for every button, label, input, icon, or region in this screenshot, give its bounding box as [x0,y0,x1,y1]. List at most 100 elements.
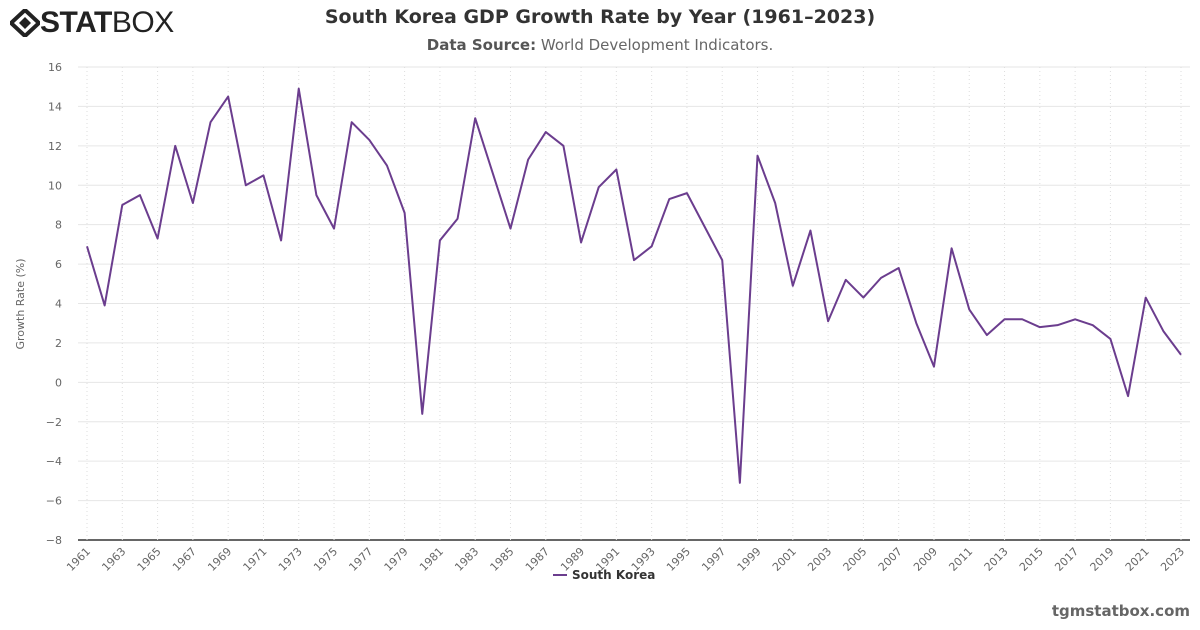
statbox-logo: STAT BOX [10,6,174,40]
x-tick-label: 1981 [417,545,446,574]
data-point[interactable] [1178,352,1184,358]
data-point[interactable] [684,190,690,196]
x-tick-label: 1999 [735,545,764,574]
y-tick-label: 10 [48,179,62,192]
x-tick-label: 1973 [276,545,305,574]
data-point[interactable] [296,86,302,92]
data-point[interactable] [1143,295,1149,301]
data-point[interactable] [1037,324,1043,330]
data-point[interactable] [1160,328,1166,334]
data-point[interactable] [843,277,849,283]
data-point[interactable] [755,153,761,159]
data-point[interactable] [649,243,655,249]
x-tick-label: 1967 [170,545,199,574]
x-tick-label: 1997 [699,545,728,574]
y-tick-label: 2 [55,337,62,350]
x-tick-label: 1995 [664,545,693,574]
x-tick-label: 2015 [1017,545,1046,574]
x-tick-label: 2005 [841,545,870,574]
data-point[interactable] [455,216,461,222]
data-point[interactable] [208,119,214,125]
data-point[interactable] [437,237,443,243]
data-point[interactable] [719,257,725,263]
data-point[interactable] [243,182,249,188]
data-point[interactable] [772,200,778,206]
data-point[interactable] [172,143,178,149]
data-point[interactable] [860,295,866,301]
data-point[interactable] [278,237,284,243]
x-tick-label: 2007 [876,545,905,574]
data-point[interactable] [155,235,161,241]
data-point[interactable] [596,184,602,190]
x-tick-label: 1983 [452,545,481,574]
data-point[interactable] [1002,316,1008,322]
data-point[interactable] [896,265,902,271]
data-point[interactable] [984,332,990,338]
data-point[interactable] [402,210,408,216]
data-point[interactable] [137,192,143,198]
x-tick-label: 2021 [1123,545,1152,574]
data-point[interactable] [631,257,637,263]
data-point[interactable] [966,306,972,312]
data-point[interactable] [349,119,355,125]
y-axis-label: Growth Rate (%) [14,258,27,349]
data-point[interactable] [490,170,496,176]
data-point[interactable] [1090,322,1096,328]
legend-label[interactable]: South Korea [572,568,655,582]
data-point[interactable] [737,480,743,486]
source-label: Data Source: [426,36,537,54]
data-point[interactable] [543,129,549,135]
data-point[interactable] [825,318,831,324]
data-point[interactable] [1019,316,1025,322]
data-point[interactable] [366,137,372,143]
data-point[interactable] [84,243,90,249]
x-tick-label: 2013 [982,545,1011,574]
data-point[interactable] [419,411,425,417]
y-tick-label: 14 [48,100,62,113]
data-point[interactable] [790,283,796,289]
x-tick-label: 2023 [1158,545,1187,574]
y-tick-label: 4 [55,298,62,311]
data-point[interactable] [472,115,478,121]
data-point[interactable] [190,200,196,206]
y-tick-label: −8 [46,534,62,547]
data-point[interactable] [1072,316,1078,322]
data-point[interactable] [1107,336,1113,342]
y-tick-label: −4 [46,455,62,468]
data-point[interactable] [119,202,125,208]
y-tick-label: 0 [55,376,62,389]
data-point[interactable] [949,245,955,251]
x-tick-label: 1961 [64,545,93,574]
x-tick-label: 2009 [911,545,940,574]
data-point[interactable] [931,364,937,370]
data-point[interactable] [702,224,708,230]
y-tick-label: −2 [46,416,62,429]
data-point[interactable] [666,196,672,202]
x-tick-label: 2011 [946,545,975,574]
chart-title: South Korea GDP Growth Rate by Year (196… [324,6,876,28]
x-tick-label: 1985 [488,545,517,574]
chart-subtitle: Data Source: World Development Indicator… [0,36,1200,54]
data-point[interactable] [525,157,531,163]
data-point[interactable] [560,143,566,149]
data-point[interactable] [102,302,108,308]
legend[interactable]: South Korea [553,568,655,582]
data-point[interactable] [878,275,884,281]
x-tick-label: 2001 [770,545,799,574]
data-point[interactable] [613,166,619,172]
diamond-logo-icon [10,9,40,37]
data-point[interactable] [225,94,231,100]
data-point[interactable] [807,228,813,234]
data-point[interactable] [913,320,919,326]
data-point[interactable] [578,239,584,245]
data-point[interactable] [260,172,266,178]
x-tick-label: 1977 [346,545,375,574]
x-tick-label: 2017 [1052,545,1081,574]
data-point[interactable] [384,163,390,169]
data-point[interactable] [507,226,513,232]
data-point[interactable] [313,192,319,198]
data-point[interactable] [331,226,337,232]
data-point[interactable] [1125,393,1131,399]
data-point[interactable] [1054,322,1060,328]
